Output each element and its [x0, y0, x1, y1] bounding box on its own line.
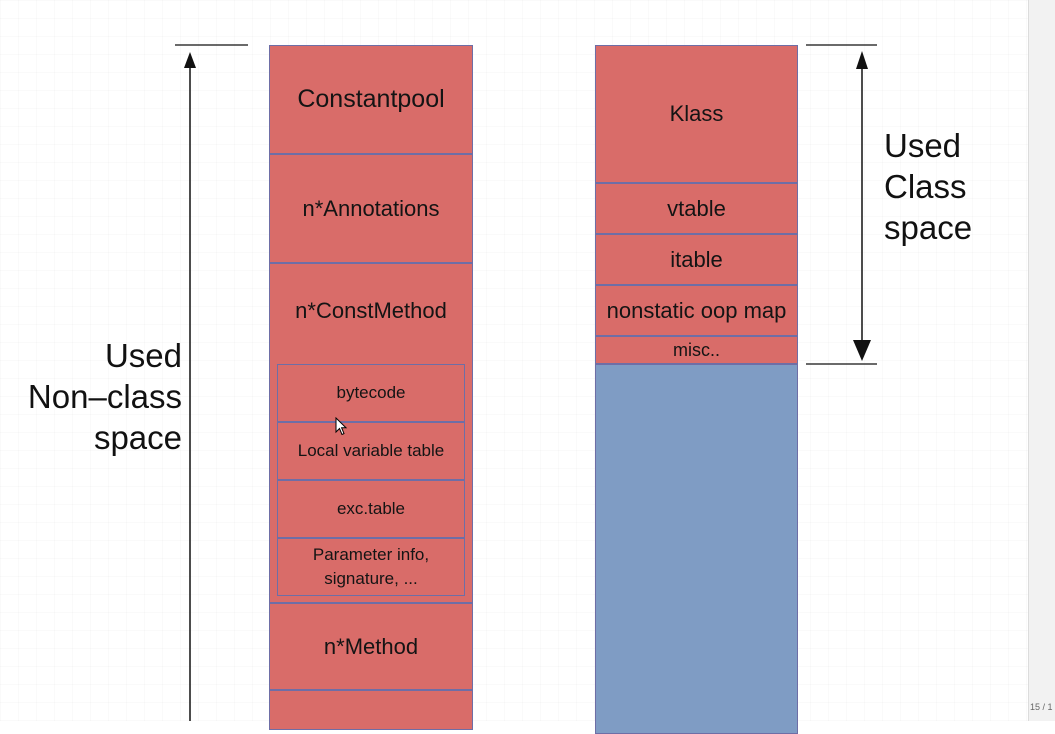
block-annotations: n*Annotations: [269, 154, 473, 263]
slide-canvas: Constantpool n*Annotations n*ConstMethod…: [0, 0, 1028, 734]
mouse-cursor-icon: [335, 417, 348, 436]
viewer-side-strip: [1028, 0, 1055, 721]
part-local-variable-table: Local variable table: [277, 422, 465, 480]
page-indicator: 15 / 1: [1030, 702, 1053, 712]
block-klass: Klass: [595, 45, 798, 183]
block-nonstatic-oop-map: nonstatic oop map: [595, 285, 798, 336]
block-constantpool: Constantpool: [269, 45, 473, 154]
part-parameter-info: Parameter info, signature, ...: [277, 538, 465, 596]
label-non-class-space: Used Non–class space: [27, 337, 182, 456]
block-method: n*Method: [269, 603, 473, 690]
block-itable: itable: [595, 234, 798, 285]
block-free-class-space: [595, 364, 798, 734]
label-class-space: Used Class space: [884, 127, 973, 246]
block-misc: misc..: [595, 336, 798, 364]
dimension-arrows: [175, 44, 877, 721]
constmethod-label: n*ConstMethod: [295, 298, 447, 323]
part-exc-table: exc.table: [277, 480, 465, 538]
part-bytecode: bytecode: [277, 364, 465, 422]
block-vtable: vtable: [595, 183, 798, 234]
